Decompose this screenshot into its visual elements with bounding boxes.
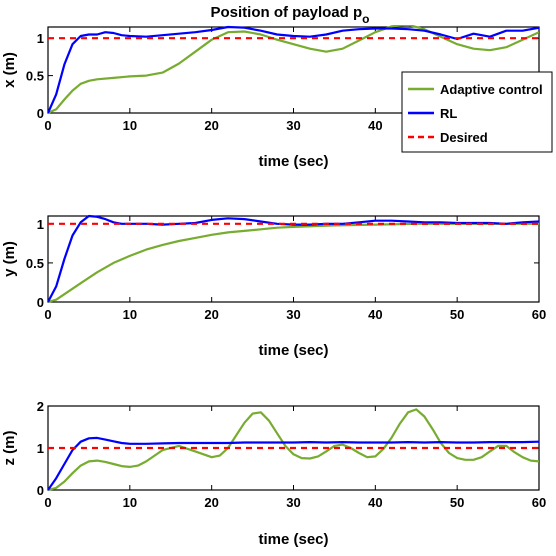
x-tick-label: 60 xyxy=(532,495,546,510)
x-tick-label: 20 xyxy=(204,495,218,510)
x-tick-label: 0 xyxy=(44,307,51,322)
series-adaptive-control-line xyxy=(48,408,539,492)
series-adaptive-control-line xyxy=(48,222,539,304)
x-tick-label: 10 xyxy=(123,307,137,322)
x-tick-label: 20 xyxy=(204,307,218,322)
chart-title-subscript: o xyxy=(362,12,369,26)
y-tick-label: 1 xyxy=(37,31,44,46)
y-position-plot: 0 10 20 30 40 50 60 0 0.5 1 time (sec) y (m) xyxy=(1,214,546,359)
x-tick-label: 30 xyxy=(286,495,300,510)
series-rl-line xyxy=(48,25,539,114)
y-tick-label: 1 xyxy=(37,217,44,232)
x-tick-label: 40 xyxy=(368,118,382,133)
x-axis-label: time (sec) xyxy=(258,342,328,359)
series-rl-line xyxy=(48,214,539,303)
x-axis-label: time (sec) xyxy=(258,153,328,170)
y-tick-label: 0 xyxy=(37,483,44,498)
x-tick-label: 40 xyxy=(368,307,382,322)
legend-box xyxy=(401,71,553,153)
x-tick-label: 40 xyxy=(368,495,382,510)
chart-title: Position of payload po xyxy=(210,4,369,26)
series-adaptive-control-line xyxy=(48,25,539,115)
legend-label-adaptive-control: Adaptive control xyxy=(440,82,543,97)
x-tick-label: 10 xyxy=(123,495,137,510)
y-axis-label: x (m) xyxy=(1,52,18,88)
y-tick-label: 1 xyxy=(37,441,44,456)
x-tick-label: 30 xyxy=(286,307,300,322)
x-tick-label: 30 xyxy=(286,118,300,133)
y-tick-label: 0 xyxy=(37,106,44,121)
y-tick-label: 0.5 xyxy=(26,256,44,271)
x-tick-label: 50 xyxy=(450,495,464,510)
legend-label-rl: RL xyxy=(440,106,457,121)
x-tick-label: 10 xyxy=(123,118,137,133)
y-axis-label: y (m) xyxy=(1,241,18,277)
x-tick-label: 0 xyxy=(44,118,51,133)
x-tick-label: 60 xyxy=(532,307,546,322)
z-position-plot: 0 10 20 30 40 50 60 0 1 2 time (sec) z (m) xyxy=(1,399,546,548)
series-rl-line xyxy=(48,436,539,491)
x-position-plot: 0 10 20 30 40 0 0.5 1 time (sec) x (m) Position of… xyxy=(1,4,553,170)
x-tick-label: 20 xyxy=(204,118,218,133)
y-tick-label: 2 xyxy=(37,399,44,414)
x-axis-label: time (sec) xyxy=(258,531,328,548)
legend-label-desired: Desired xyxy=(440,130,488,145)
x-tick-label: 0 xyxy=(44,495,51,510)
x-tick-label: 50 xyxy=(450,307,464,322)
chart-title-main: Position of payload p xyxy=(210,4,362,21)
y-axis-label: z (m) xyxy=(1,431,18,466)
y-tick-label: 0.5 xyxy=(26,69,44,84)
y-tick-label: 0 xyxy=(37,295,44,310)
